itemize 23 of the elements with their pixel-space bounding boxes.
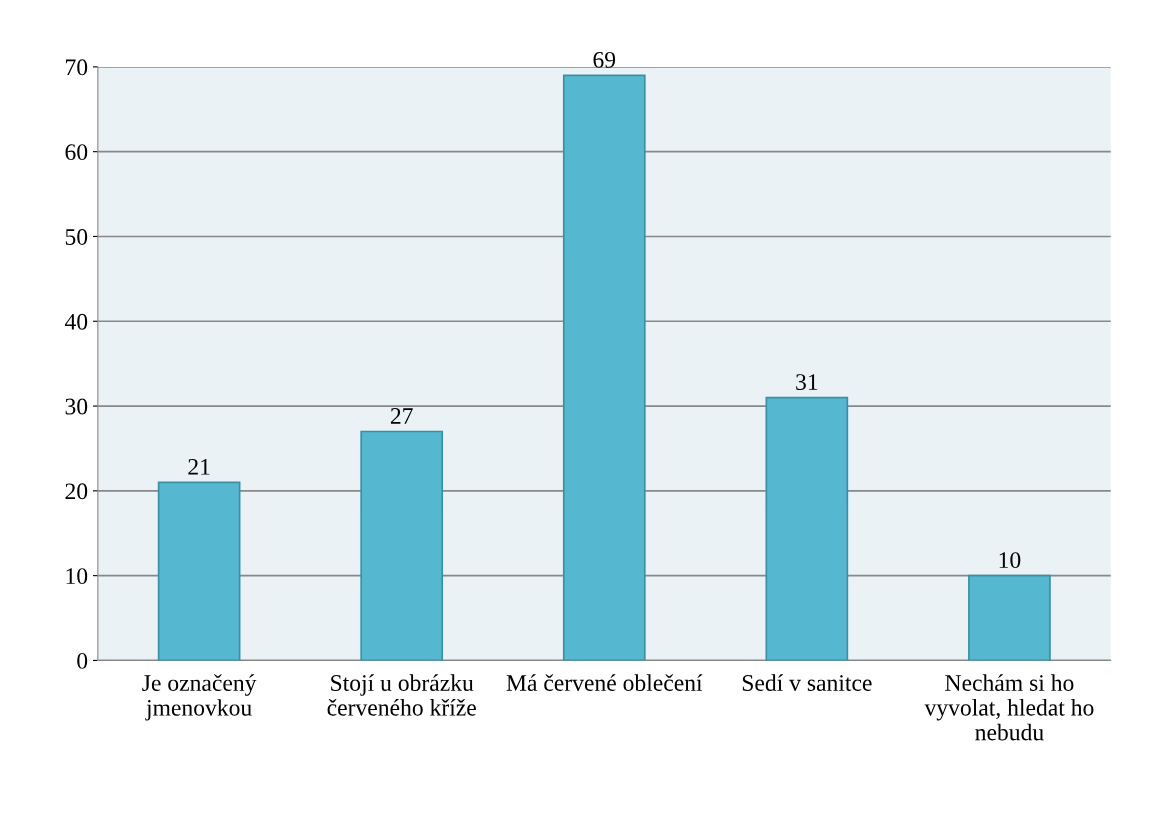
y-tick-label: 20 <box>65 483 88 500</box>
y-tick-label: 60 <box>65 144 88 161</box>
data-label: 10 <box>999 552 1021 569</box>
data-label: 21 <box>188 458 210 475</box>
x-tick-label: Je označený jmenovkou <box>142 674 257 721</box>
bar <box>765 396 849 661</box>
x-tick-label: Stojí u obrázku červeného kříže <box>327 674 476 716</box>
y-tick-label: 50 <box>65 228 88 245</box>
bar <box>562 74 646 661</box>
data-label: 69 <box>593 51 616 68</box>
x-tick-label: Sedí v sanitce <box>742 674 872 691</box>
x-tick-label: Má červené oblečení <box>506 674 703 691</box>
bar <box>157 481 241 661</box>
y-tick-label: 40 <box>64 313 88 330</box>
x-tick-label: Nechám si ho vyvolat, hledat ho nebudu <box>924 674 1094 741</box>
data-label: 27 <box>390 408 413 424</box>
bar <box>360 430 444 661</box>
y-tick-label: 0 <box>77 652 88 669</box>
y-tick-label: 10 <box>66 568 88 585</box>
data-label: 31 <box>796 374 818 390</box>
y-tick-label: 70 <box>66 59 88 76</box>
bar <box>968 574 1051 661</box>
y-tick-label: 30 <box>65 398 88 415</box>
